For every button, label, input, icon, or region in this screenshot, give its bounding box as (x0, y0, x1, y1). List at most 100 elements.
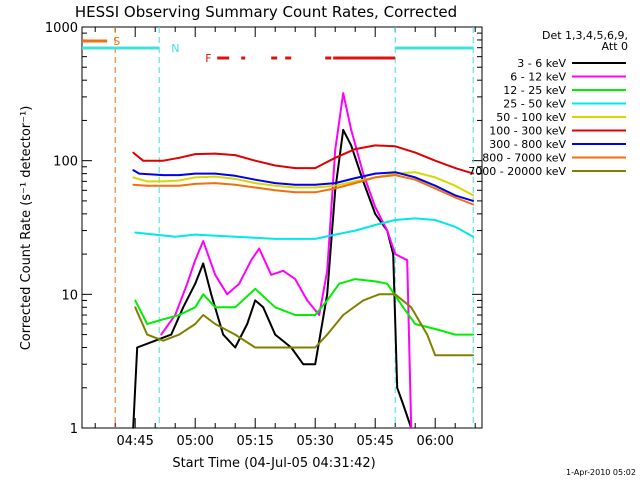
footer-timestamp: 1-Apr-2010 05:02 (566, 468, 636, 477)
data-point (194, 233, 197, 236)
data-point (342, 92, 345, 95)
data-point (274, 237, 277, 240)
data-point (132, 169, 135, 172)
data-point (210, 293, 213, 296)
data-point (338, 282, 341, 285)
data-point (214, 152, 217, 155)
data-point (434, 184, 437, 187)
data-point (274, 189, 277, 192)
x-tick-label: 05:00 (176, 434, 213, 449)
data-point (314, 314, 317, 316)
data-point (214, 306, 217, 309)
data-point (414, 151, 417, 154)
data-point (178, 179, 181, 182)
data-point (160, 333, 163, 336)
data-point (342, 314, 345, 316)
data-point (334, 149, 337, 151)
y-tick-label: 10 (61, 288, 78, 303)
data-point (178, 314, 181, 316)
data-point (354, 182, 357, 184)
series-line-8 (134, 293, 474, 357)
data-point (472, 172, 475, 175)
data-point (274, 333, 277, 336)
series-line-2 (134, 278, 474, 336)
data-point (406, 259, 409, 262)
data-point (454, 333, 457, 336)
data-point (410, 427, 413, 429)
data-point (194, 259, 197, 262)
data-point (134, 231, 137, 234)
data-point (414, 323, 417, 325)
data-point (154, 339, 157, 342)
data-point (394, 171, 397, 174)
data-point (274, 306, 277, 309)
data-point (186, 282, 189, 285)
data-point (194, 153, 197, 155)
data-point (334, 182, 337, 184)
data-point (234, 154, 237, 157)
data-point (178, 333, 181, 336)
data-point (454, 225, 457, 228)
data-point (234, 333, 237, 336)
data-point (374, 280, 377, 283)
data-point (354, 278, 357, 281)
data-point (334, 187, 337, 190)
data-point (274, 182, 277, 184)
data-point (374, 212, 377, 215)
data-point (254, 299, 257, 302)
data-point (350, 144, 353, 147)
data-point (374, 224, 377, 226)
data-point (334, 189, 337, 192)
data-point (306, 299, 309, 302)
data-point (434, 328, 437, 330)
legend-title-line-1: Det 1,3,4,5,6,9, (542, 29, 628, 42)
data-point (214, 323, 217, 325)
series-line-3 (135, 217, 474, 240)
data-point (434, 354, 437, 357)
data-point (234, 235, 237, 238)
data-point (162, 174, 165, 176)
data-point (314, 167, 317, 169)
data-point (342, 128, 345, 131)
data-point (392, 253, 395, 255)
data-point (472, 354, 475, 357)
data-point (402, 306, 405, 309)
data-point (226, 293, 229, 296)
data-point (214, 175, 217, 178)
data-point (326, 269, 329, 272)
y-tick-label: 1 (70, 422, 78, 437)
data-point (162, 159, 165, 162)
data-point (162, 184, 165, 187)
data-point (234, 178, 237, 180)
y-tick-label: 1000 (45, 21, 78, 36)
data-point (374, 172, 377, 175)
data-point (162, 339, 165, 342)
data-point (314, 237, 317, 240)
data-point (154, 233, 157, 236)
data-point (394, 174, 397, 176)
data-point (162, 180, 165, 183)
data-point (414, 176, 417, 179)
flag-label-s: S (113, 35, 120, 48)
data-point (394, 145, 397, 148)
data-point (362, 299, 365, 302)
x-axis-label: Start Time (04-Jul-05 04:31:42) (172, 456, 375, 471)
legend-label-7: 800 - 7000 keV (482, 152, 566, 165)
data-point (386, 229, 389, 232)
data-point (132, 183, 135, 186)
data-point (314, 183, 317, 186)
data-point (258, 247, 261, 250)
data-point (314, 363, 317, 366)
data-point (394, 219, 397, 221)
data-point (194, 176, 197, 179)
data-point (162, 318, 165, 321)
data-point (214, 172, 217, 175)
data-point (434, 176, 437, 179)
data-point (194, 282, 197, 285)
data-point (378, 293, 381, 296)
data-point (396, 386, 399, 389)
data-point (178, 156, 181, 159)
data-point (302, 363, 305, 366)
legend-label-0: 3 - 6 keV (517, 57, 566, 70)
data-point (142, 159, 145, 162)
